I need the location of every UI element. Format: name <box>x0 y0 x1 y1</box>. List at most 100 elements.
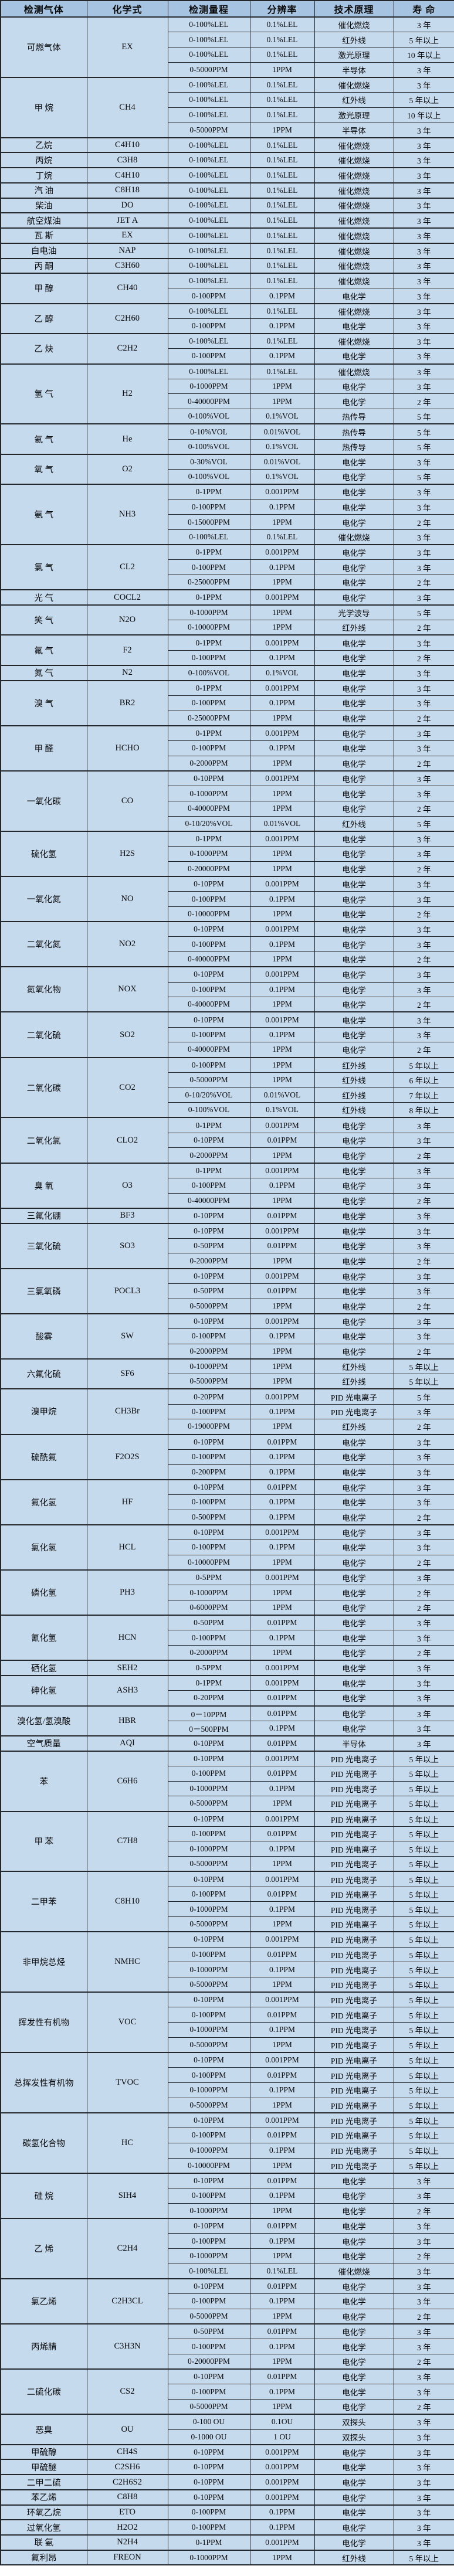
lifespan-cell: 3 年 <box>393 1313 454 1330</box>
range-cell: 0-100PPM <box>167 2188 250 2204</box>
lifespan-cell: 3 年 <box>393 1283 454 1299</box>
range-cell: 0-1PPM <box>167 1675 250 1691</box>
lifespan-cell: 3 年 <box>393 1403 454 1420</box>
lifespan-cell: 5 年以上 <box>393 1841 454 1857</box>
gas-name-cell: 氮 气 <box>0 664 87 681</box>
resolution-cell: 1PPM <box>249 1192 315 1209</box>
formula-cell: JET A <box>86 212 168 229</box>
range-cell: 0-100%LEL <box>167 32 250 47</box>
principle-cell: 电化学 <box>314 1554 394 1571</box>
principle-cell: PID 光电离子 <box>314 1871 394 1887</box>
range-cell: 0-1000PPM <box>167 2248 250 2264</box>
principle-cell: 电化学 <box>314 469 394 485</box>
range-cell: 0-10PPM <box>167 1132 250 1148</box>
lifespan-cell: 3 年 <box>393 2429 454 2445</box>
principle-cell: PID 光电离子 <box>314 1765 394 1782</box>
principle-cell: 电化学 <box>314 695 394 711</box>
range-cell: 0-1PPM <box>167 634 250 651</box>
range-cell: 0-19000PPM <box>167 1419 250 1435</box>
resolution-cell: 0.01PPM <box>249 2007 315 2023</box>
formula-cell: HBR <box>86 1705 168 1736</box>
gas-name-cell: 硫化氢 <box>0 830 87 877</box>
resolution-cell: 0.1PPM <box>249 1901 315 1918</box>
lifespan-cell: 3 年 <box>393 2504 454 2520</box>
range-cell: 0-10PPM <box>167 2489 250 2506</box>
resolution-cell: 0.1%LEL <box>249 363 315 379</box>
formula-cell: N2H4 <box>86 2534 168 2551</box>
principle-cell: 双探头 <box>314 2414 394 2430</box>
range-cell: 0-1PPM <box>167 725 250 741</box>
lifespan-cell: 3 年 <box>393 167 454 183</box>
range-cell: 0-20000PPM <box>167 2353 250 2370</box>
lifespan-cell: 7 年以上 <box>393 1087 454 1103</box>
resolution-cell: 0.1%LEL <box>249 273 315 289</box>
resolution-cell: 0.01PPM <box>249 1705 315 1721</box>
resolution-cell: 0.1%LEL <box>249 152 315 168</box>
resolution-cell: 0.1PPM <box>249 2339 315 2354</box>
principle-cell: 电化学 <box>314 1675 394 1691</box>
principle-cell: 电化学 <box>314 1283 394 1299</box>
gas-name-cell: 甲 烷 <box>0 76 87 138</box>
resolution-cell: 0.01PPM <box>249 1479 315 1495</box>
gas-name-cell: 乙 炔 <box>0 333 87 365</box>
principle-cell: 电化学 <box>314 1569 394 1586</box>
formula-cell: SIH4 <box>86 2172 168 2219</box>
resolution-cell: 0.001PPM <box>249 2534 315 2551</box>
resolution-cell: 0.01PPM <box>249 2128 315 2143</box>
lifespan-cell: 5 年以上 <box>393 32 454 47</box>
lifespan-cell: 5 年以上 <box>393 1901 454 1918</box>
range-cell: 0-100%LEL <box>167 46 250 63</box>
range-cell: 0-100%LEL <box>167 152 250 168</box>
lifespan-cell: 3 年 <box>393 1524 454 1541</box>
resolution-cell: 0.1PPM <box>249 695 315 711</box>
principle-cell: 热传导 <box>314 409 394 424</box>
principle-cell: 电化学 <box>314 650 394 666</box>
principle-cell: PID 光电离子 <box>314 2112 394 2129</box>
principle-cell: 催化燃烧 <box>314 227 394 244</box>
principle-cell: 电化学 <box>314 1267 394 1284</box>
formula-cell: CO <box>86 770 168 832</box>
principle-cell: 电化学 <box>314 1645 394 1661</box>
principle-cell: PID 光电离子 <box>314 1403 394 1420</box>
resolution-cell: 1PPM <box>249 1796 315 1812</box>
principle-cell: 电化学 <box>314 1585 394 1600</box>
range-cell: 0-200PPM <box>167 1464 250 1480</box>
gas-name-cell: 氯 气 <box>0 544 87 590</box>
principle-cell: PID 光电离子 <box>314 1901 394 1918</box>
lifespan-cell: 3 年 <box>393 1433 454 1450</box>
resolution-cell: 0.1%LEL <box>249 212 315 229</box>
range-cell: 0-100PPM <box>167 1056 250 1073</box>
resolution-cell: 0.001PPM <box>249 1117 315 1133</box>
principle-cell: 红外线 <box>314 1374 394 1389</box>
gas-name-cell: 二氧化硫 <box>0 1011 87 1058</box>
resolution-cell: 0.1PPM <box>249 1494 315 1510</box>
lifespan-cell: 3 年 <box>393 499 454 515</box>
principle-cell: 电化学 <box>314 2323 394 2340</box>
range-cell: 0-100%VOL <box>167 439 250 455</box>
lifespan-cell: 2 年 <box>393 861 454 877</box>
range-cell: 0-100%LEL <box>167 363 250 379</box>
principle-cell: 电化学 <box>314 2172 394 2188</box>
lifespan-cell: 3 年 <box>393 2188 454 2204</box>
formula-cell: SO2 <box>86 1011 168 1058</box>
range-cell: 0-100PPM <box>167 2504 250 2520</box>
resolution-cell: 1PPM <box>249 1042 315 1058</box>
range-cell: 0-100PPM <box>167 740 250 756</box>
resolution-cell: 1PPM <box>249 1343 315 1360</box>
range-cell: 0-6000PPM <box>167 1599 250 1616</box>
resolution-cell: 0.01%VOL <box>249 423 315 440</box>
gas-name-cell: 过氧化氢 <box>0 2519 87 2536</box>
lifespan-cell: 3 年 <box>393 2459 454 2475</box>
principle-cell: PID 光电离子 <box>314 1841 394 1857</box>
principle-cell: 电化学 <box>314 2519 394 2536</box>
resolution-cell: 0.1PPM <box>249 1720 315 1736</box>
lifespan-cell: 5 年以上 <box>393 1750 454 1766</box>
principle-cell: PID 光电离子 <box>314 1810 394 1827</box>
principle-cell: PID 光电离子 <box>314 1962 394 1977</box>
principle-cell: 电化学 <box>314 2233 394 2249</box>
resolution-cell: 1PPM <box>249 2248 315 2264</box>
resolution-cell: 0.001PPM <box>249 921 315 937</box>
gas-name-cell: 二甲苯 <box>0 1871 87 1932</box>
principle-cell: 催化燃烧 <box>314 16 394 33</box>
range-cell: 0-1000PPM <box>167 1901 250 1918</box>
